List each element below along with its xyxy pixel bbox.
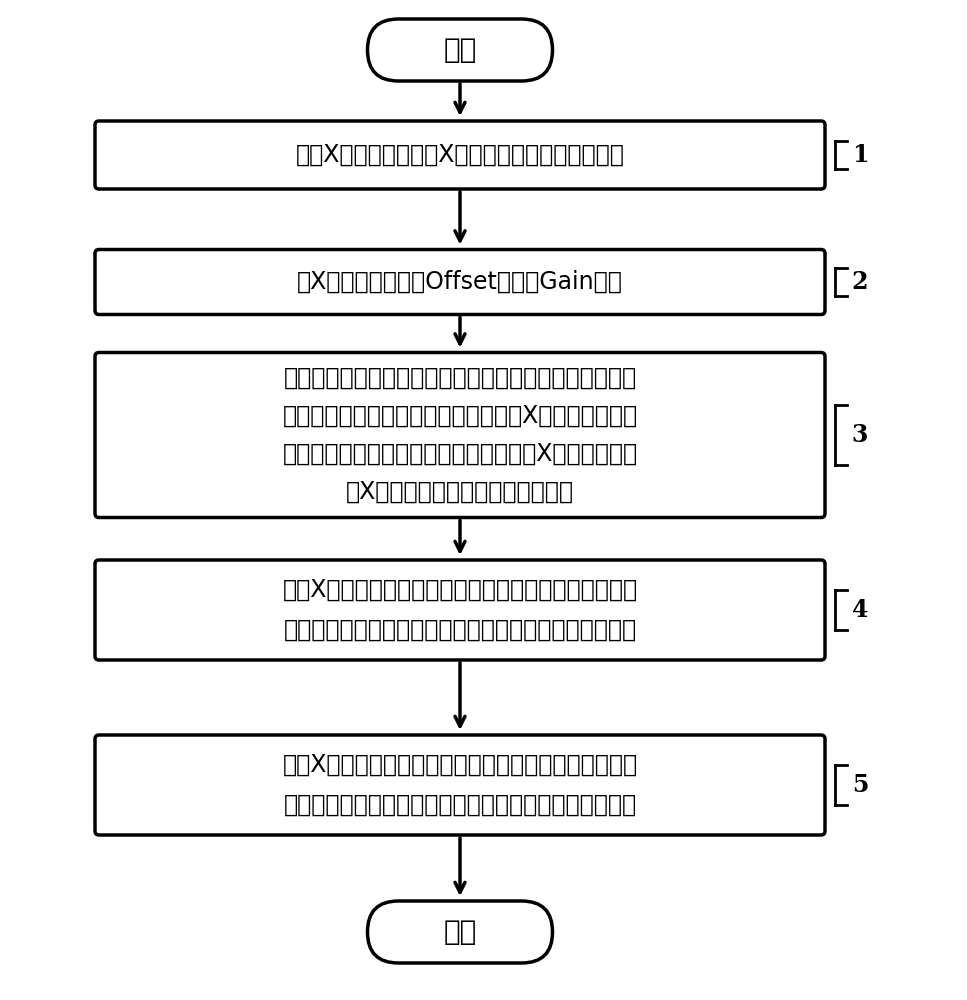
Text: 结束: 结束 bbox=[444, 918, 477, 946]
Text: 对X射线探测器进行Offset矫正和Gain矫正: 对X射线探测器进行Offset矫正和Gain矫正 bbox=[297, 270, 623, 294]
Text: 对准X光机的出光点和X射探测器接收平面的中心点: 对准X光机的出光点和X射探测器接收平面的中心点 bbox=[296, 143, 625, 167]
Text: 2: 2 bbox=[852, 270, 868, 294]
Text: 精确对准源光栅、分束光栅与分析光栅，使这三块光栅的: 精确对准源光栅、分束光栅与分析光栅，使这三块光栅的 bbox=[283, 366, 636, 390]
Text: 调节X光机的管电压到低能处进行相位步进扫描，同时旋: 调节X光机的管电压到低能处进行相位步进扫描，同时旋 bbox=[282, 753, 637, 777]
FancyBboxPatch shape bbox=[367, 901, 552, 963]
Text: 开始: 开始 bbox=[444, 36, 477, 64]
FancyBboxPatch shape bbox=[95, 249, 825, 314]
Text: 面相互平行，同时使三块光栅的中心点、X光机的出光点: 面相互平行，同时使三块光栅的中心点、X光机的出光点 bbox=[282, 442, 637, 466]
Text: 转样品室，采集图像并重建出低能处样品的三维相位信息: 转样品室，采集图像并重建出低能处样品的三维相位信息 bbox=[283, 793, 636, 817]
FancyBboxPatch shape bbox=[95, 560, 825, 660]
FancyBboxPatch shape bbox=[367, 19, 552, 81]
Text: 调节X光机的管电压到高能处进行相位步进扫描，同时旋: 调节X光机的管电压到高能处进行相位步进扫描，同时旋 bbox=[282, 578, 637, 602]
Text: 5: 5 bbox=[852, 773, 868, 797]
FancyBboxPatch shape bbox=[95, 121, 825, 189]
Text: 和X射线探测器中心点在一条直线上: 和X射线探测器中心点在一条直线上 bbox=[346, 480, 574, 504]
Text: 4: 4 bbox=[852, 598, 868, 622]
FancyBboxPatch shape bbox=[95, 353, 825, 518]
Text: 1: 1 bbox=[852, 143, 868, 167]
Text: 转样品室，采集图像并重建出高能处样品的三维相位信息: 转样品室，采集图像并重建出高能处样品的三维相位信息 bbox=[283, 618, 636, 642]
Text: 3: 3 bbox=[852, 423, 868, 447]
Text: 刻线相互平行、三块光栅所在的平面和X射线探测器的平: 刻线相互平行、三块光栅所在的平面和X射线探测器的平 bbox=[282, 404, 637, 428]
FancyBboxPatch shape bbox=[95, 735, 825, 835]
